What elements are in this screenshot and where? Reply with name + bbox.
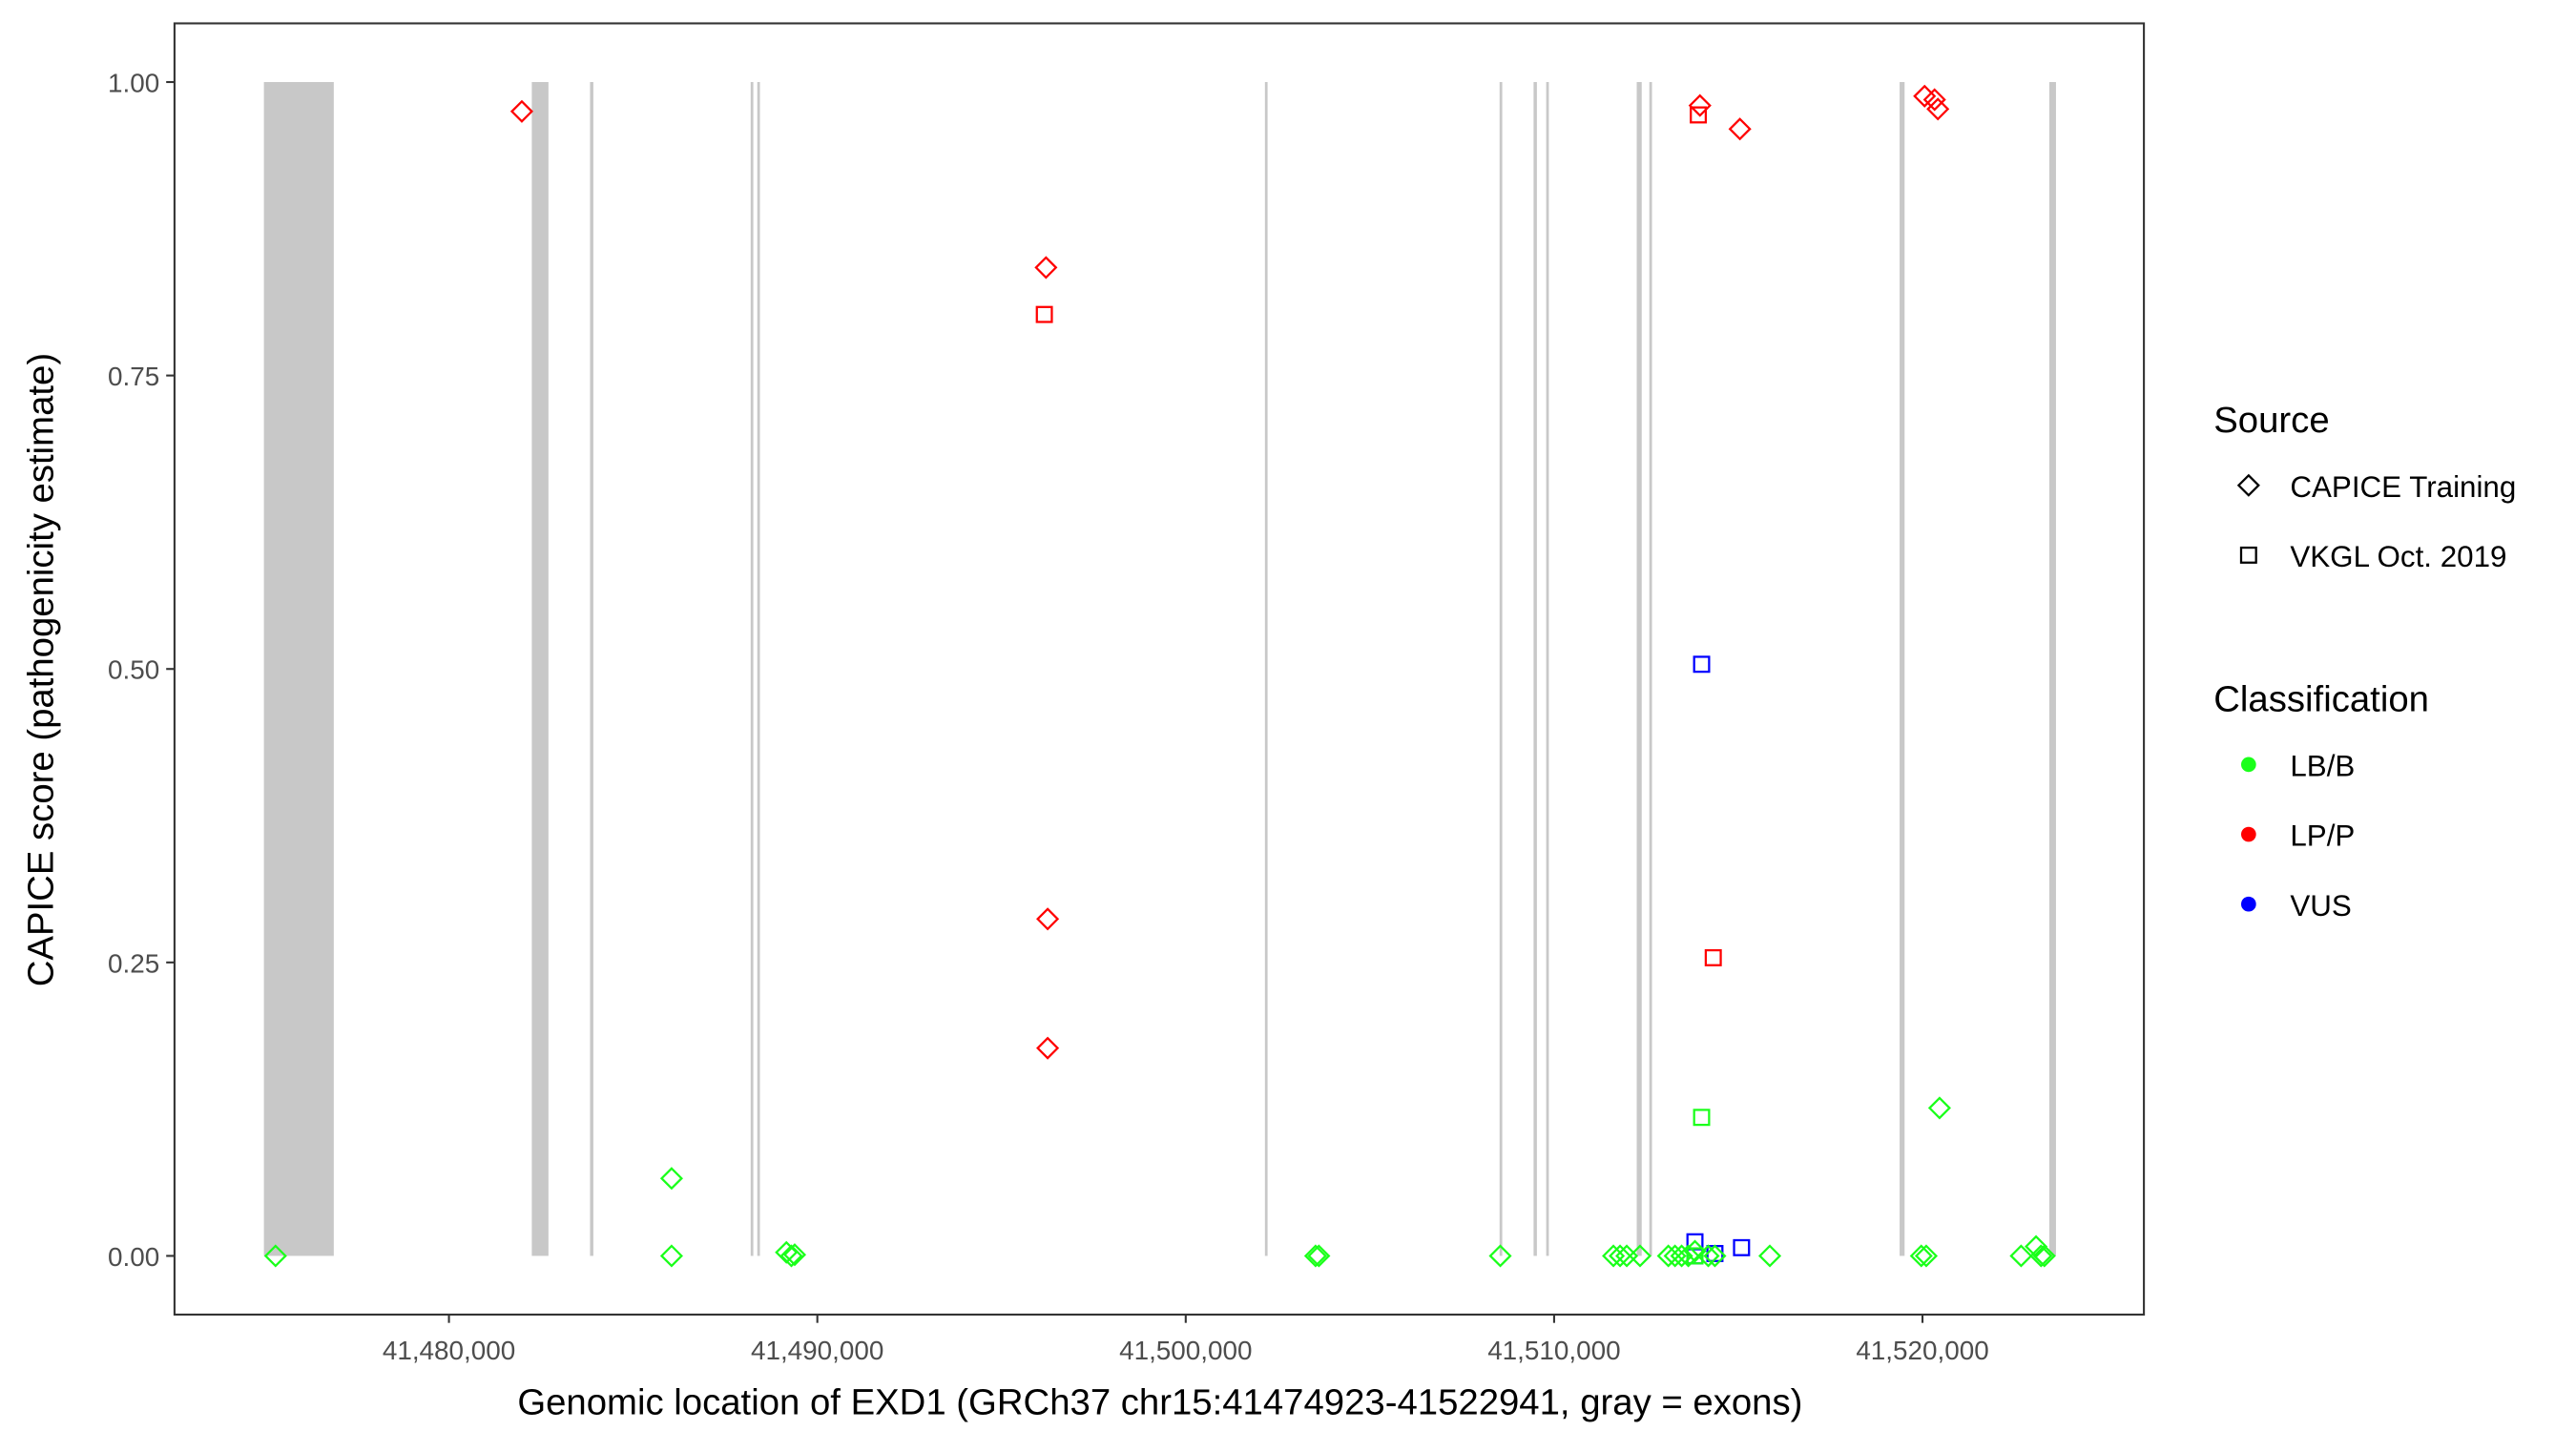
- legend-title-classification: Classification: [2213, 679, 2429, 720]
- x-tick-label: 41,480,000: [383, 1336, 515, 1365]
- data-points: [263, 84, 2056, 1268]
- legend-label-vkgl: VKGL Oct. 2019: [2290, 540, 2506, 573]
- legend-label-capice: CAPICE Training: [2290, 470, 2516, 504]
- data-point-diamond: [1909, 1244, 1933, 1268]
- data-point-diamond: [659, 1244, 683, 1268]
- data-point-diamond: [1036, 907, 1060, 931]
- data-point-diamond: [1307, 1244, 1331, 1268]
- exon-band: [1649, 82, 1652, 1256]
- exon-band: [1900, 82, 1905, 1256]
- data-point-diamond: [2009, 1244, 2033, 1268]
- legend-dot-vus: [2241, 896, 2256, 912]
- data-point-square: [1693, 1109, 1711, 1127]
- data-point-diamond: [1036, 1036, 1060, 1060]
- data-point-diamond: [1670, 1244, 1693, 1268]
- legend-label-vus: VUS: [2290, 889, 2351, 923]
- y-tick-label: 1.00: [108, 68, 159, 97]
- legend: Source CAPICE Training VKGL Oct. 2019 Cl…: [2213, 400, 2516, 923]
- data-point-diamond: [1914, 1244, 1939, 1268]
- data-point-square: [1733, 1238, 1751, 1256]
- exon-band: [531, 82, 549, 1256]
- legend-label-lpp: LP/P: [2290, 819, 2355, 853]
- data-point-diamond: [1303, 1244, 1327, 1268]
- data-point-square: [1686, 1247, 1704, 1265]
- data-point-diamond: [509, 99, 533, 123]
- exon-band: [757, 82, 760, 1256]
- data-point-diamond: [1728, 117, 1752, 141]
- exon-band: [2048, 82, 2056, 1256]
- data-point-diamond: [1628, 1244, 1652, 1268]
- exon-band: [750, 82, 754, 1256]
- data-point-square: [1704, 948, 1722, 966]
- legend-title-source: Source: [2213, 400, 2329, 441]
- legend-diamond-icon: [2236, 473, 2260, 497]
- data-point-diamond: [1922, 88, 1946, 112]
- data-point-diamond: [1926, 97, 1950, 121]
- data-point-diamond: [1703, 1244, 1727, 1268]
- data-point-square: [1690, 106, 1708, 124]
- data-point-diamond: [779, 1244, 803, 1268]
- data-point-diamond: [2032, 1244, 2056, 1268]
- x-axis-title: Genomic location of EXD1 (GRCh37 chr15:4…: [517, 1381, 1802, 1422]
- data-point-diamond: [659, 1167, 683, 1191]
- y-tick-label: 0.50: [108, 655, 159, 685]
- data-point-diamond: [782, 1243, 807, 1267]
- y-tick-label: 0.75: [108, 362, 159, 391]
- data-point-diamond: [1927, 1096, 1951, 1120]
- exon-band: [1546, 82, 1549, 1256]
- data-point-diamond: [263, 1244, 287, 1268]
- exon-band: [263, 82, 334, 1256]
- legend-dot-lbb: [2241, 757, 2256, 773]
- x-tick-label: 41,490,000: [751, 1336, 883, 1365]
- legend-label-lbb: LB/B: [2290, 750, 2355, 783]
- data-point-diamond: [1488, 1244, 1512, 1268]
- data-point-diamond: [1609, 1244, 1632, 1268]
- x-tick-label: 41,500,000: [1119, 1336, 1252, 1365]
- data-point-diamond: [2029, 1244, 2053, 1268]
- exon-band: [1533, 82, 1537, 1256]
- data-point-diamond: [1034, 256, 1058, 280]
- x-tick-label: 41,520,000: [1856, 1336, 1988, 1365]
- data-point-diamond: [1683, 1239, 1707, 1263]
- legend-square-icon: [2239, 546, 2257, 564]
- x-axis-ticks: 41,480,000 41,490,000 41,500,000 41,510,000…: [383, 1314, 1989, 1365]
- exon-bands: [263, 82, 2056, 1256]
- y-axis-ticks: 0.00 0.25 0.50 0.75 1.00: [108, 68, 175, 1272]
- y-tick-label: 0.25: [108, 948, 159, 978]
- data-point-diamond: [1696, 1244, 1720, 1268]
- data-point-diamond: [1688, 93, 1712, 117]
- data-point-diamond: [1676, 1244, 1700, 1268]
- y-axis-title: CAPICE score (pathogenicity estimate): [21, 353, 62, 986]
- exon-band: [1499, 82, 1503, 1256]
- x-tick-label: 41,510,000: [1487, 1336, 1620, 1365]
- legend-dot-lpp: [2241, 826, 2256, 842]
- exon-band: [1264, 82, 1268, 1256]
- data-point-diamond: [1757, 1244, 1782, 1268]
- exon-band: [1636, 82, 1642, 1256]
- y-tick-label: 0.00: [108, 1242, 159, 1272]
- data-point-square: [1035, 305, 1053, 323]
- data-point-square: [1693, 655, 1711, 674]
- exon-band: [590, 82, 593, 1256]
